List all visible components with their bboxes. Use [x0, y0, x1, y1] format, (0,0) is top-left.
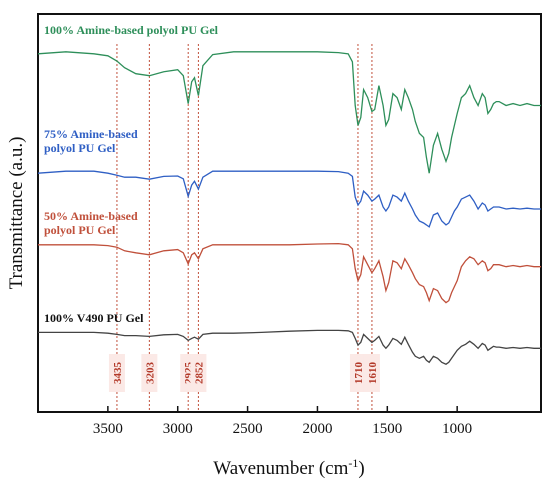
series-label-3: 100% V490 PU Gel [44, 311, 144, 325]
x-tick-label-2500: 2500 [233, 421, 263, 437]
reference-label-box-3435 [108, 354, 125, 392]
reference-label-2852: 2852 [193, 362, 205, 385]
y-axis-title: Transmittance (a.u.) [6, 137, 27, 290]
reference-label-1710: 1710 [353, 362, 365, 385]
series-line-2 [38, 242, 541, 304]
x-axis-ticks: 3500 3000 2500 2000 1500 1000 [93, 406, 472, 437]
x-tick-label-1000: 1000 [442, 421, 472, 437]
x-tick-label-2000: 2000 [302, 421, 332, 437]
reference-label-1610: 1610 [367, 362, 379, 385]
series-label-1: 75% Amine-based [44, 127, 138, 141]
reference-label-box-1610 [363, 354, 380, 392]
x-tick-label-3500: 3500 [93, 421, 123, 437]
series-line-0 [37, 51, 541, 174]
reference-label-box-1710 [349, 354, 366, 392]
series-label-1-line2: polyol PU Gel [44, 141, 116, 155]
series-line-1 [37, 170, 541, 228]
series-labels: 100% Amine-based polyol PU Gel 75% Amine-… [44, 23, 219, 325]
series-lines [37, 51, 541, 365]
reference-label-3203: 3203 [144, 362, 156, 385]
x-tick-label-3000: 3000 [163, 421, 193, 437]
plot-frame [37, 13, 542, 413]
reference-label-box-2852 [190, 354, 207, 392]
reference-label-box-3203 [141, 354, 158, 392]
reference-label-3435: 3435 [112, 362, 124, 385]
x-axis-title: Wavenumber (cm-1) [213, 456, 364, 479]
series-label-2-line2: polyol PU Gel [44, 223, 116, 237]
series-label-2: 50% Amine-based [44, 209, 138, 223]
series-line-3 [38, 329, 541, 365]
series-label-0: 100% Amine-based polyol PU Gel [44, 23, 219, 37]
reference-lines [116, 44, 373, 410]
x-tick-label-1500: 1500 [372, 421, 402, 437]
